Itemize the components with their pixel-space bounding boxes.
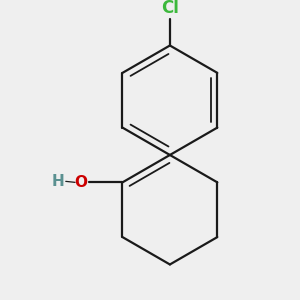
Text: Cl: Cl: [161, 0, 179, 17]
Text: O: O: [74, 175, 88, 190]
Text: H: H: [52, 174, 65, 189]
